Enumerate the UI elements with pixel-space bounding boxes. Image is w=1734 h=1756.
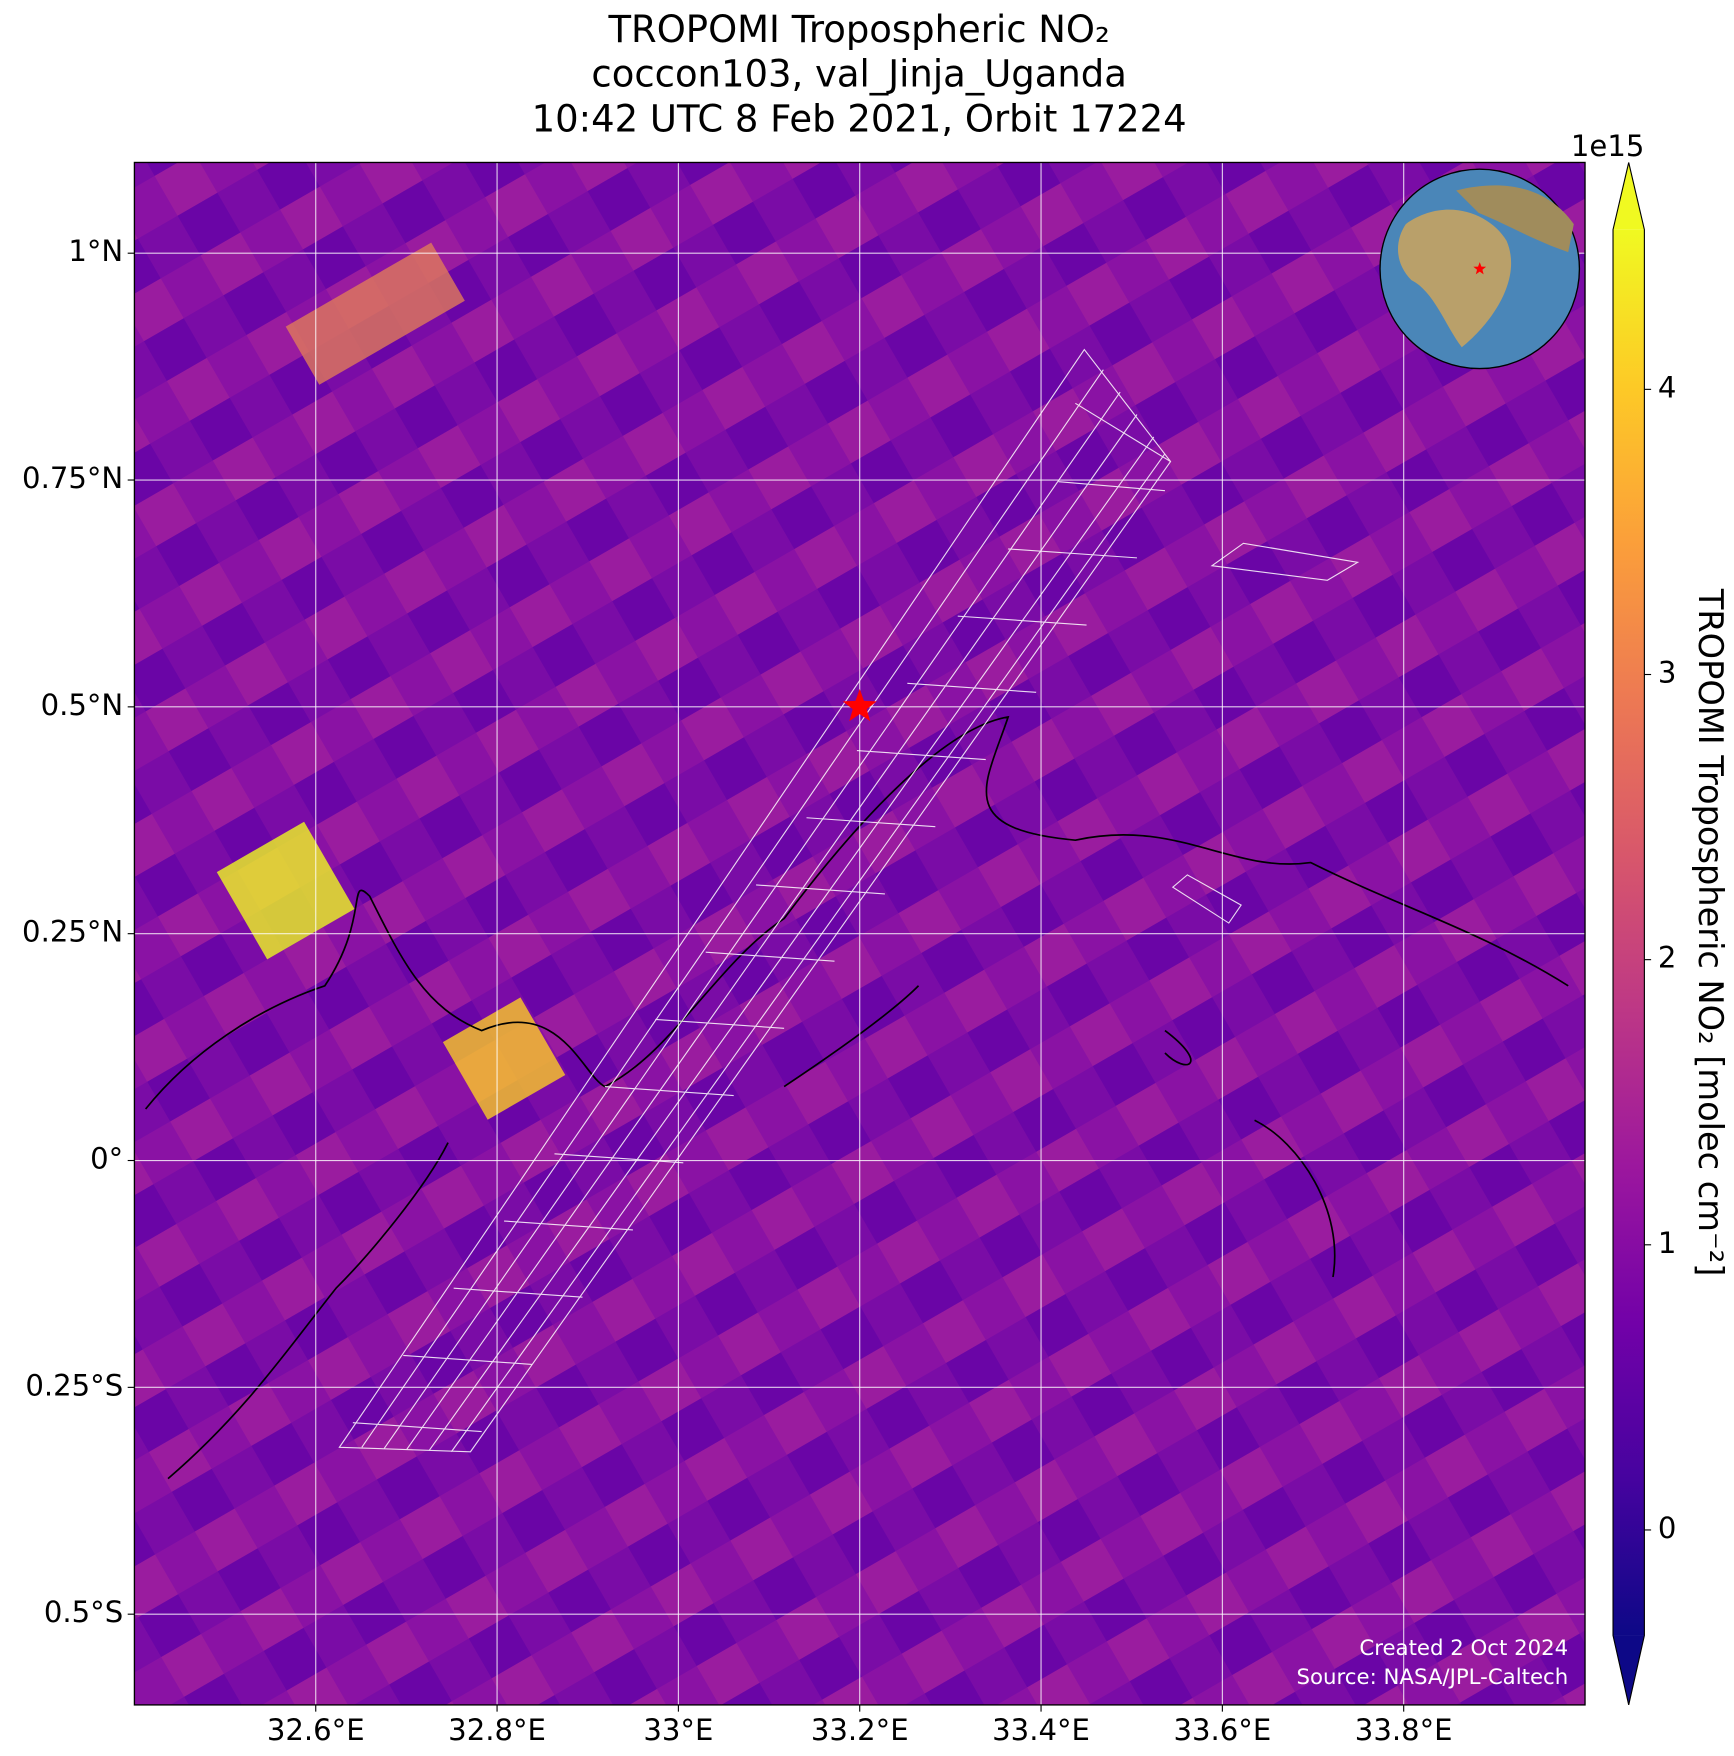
- shoreline: [144, 715, 1569, 1480]
- title-line: coccon103, val_Jinja_Uganda: [591, 53, 1127, 96]
- colorbar: 0 1 2 3 4 1e15 TROPOMI Tropospheric NO₂ [molec…: [1571, 129, 1730, 1706]
- x-tick-label: 33°E: [643, 1713, 713, 1747]
- x-tick-label: 33.2°E: [811, 1713, 909, 1747]
- continent: [1456, 185, 1574, 253]
- colorbar-extend-top: [1613, 162, 1645, 230]
- x-tick-label: 33.6°E: [1173, 1713, 1271, 1747]
- x-tick-label: 32.8°E: [448, 1713, 546, 1747]
- annotation: Source: NASA/JPL-Caltech: [1297, 1665, 1569, 1690]
- colorbar-label: TROPOMI Tropospheric NO₂ [molec cm⁻²]: [1691, 588, 1730, 1277]
- colorbar-tick-label: 3: [1658, 656, 1677, 690]
- annotation: Created 2 Oct 2024: [1359, 1636, 1568, 1661]
- y-tick-label: 0.5°S: [44, 1595, 123, 1629]
- continent: [1397, 209, 1512, 348]
- grid: [134, 162, 1586, 1705]
- colorbar-tick-label: 4: [1658, 370, 1677, 404]
- x-tick-label: 33.8°E: [1355, 1713, 1453, 1747]
- site-marker: [842, 688, 877, 722]
- footprint-grid: [338, 348, 1360, 1453]
- colorbar-tick-label: 2: [1658, 941, 1677, 975]
- globe-site-marker: [1473, 262, 1487, 275]
- colorbar-tick-label: 1: [1658, 1226, 1677, 1260]
- y-tick-label: 0.25°S: [25, 1368, 123, 1402]
- y-tick-label: 0.5°N: [41, 688, 124, 722]
- colorbar-tick-label: 0: [1658, 1511, 1677, 1545]
- x-tick-label: 33.4°E: [992, 1713, 1090, 1747]
- colorbar-extend-bottom: [1613, 1635, 1645, 1705]
- hotspot: [442, 997, 566, 1120]
- colorbar-body: [1613, 229, 1645, 1636]
- colorbar-outline: [1612, 162, 1645, 1706]
- colorbar-multiplier: 1e15: [1571, 129, 1644, 163]
- y-tick-label: 0.75°N: [22, 461, 123, 495]
- title-line: TROPOMI Tropospheric NO₂: [607, 8, 1109, 51]
- x-tick-label: 32.6°E: [267, 1713, 365, 1747]
- hotspot: [216, 821, 355, 960]
- hotspot: [285, 242, 465, 385]
- y-tick-label: 1°N: [68, 234, 123, 268]
- y-tick-label: 0°: [90, 1142, 123, 1176]
- y-tick-label: 0.25°N: [22, 915, 123, 949]
- title-line: 10:42 UTC 8 Feb 2021, Orbit 17224: [532, 98, 1187, 141]
